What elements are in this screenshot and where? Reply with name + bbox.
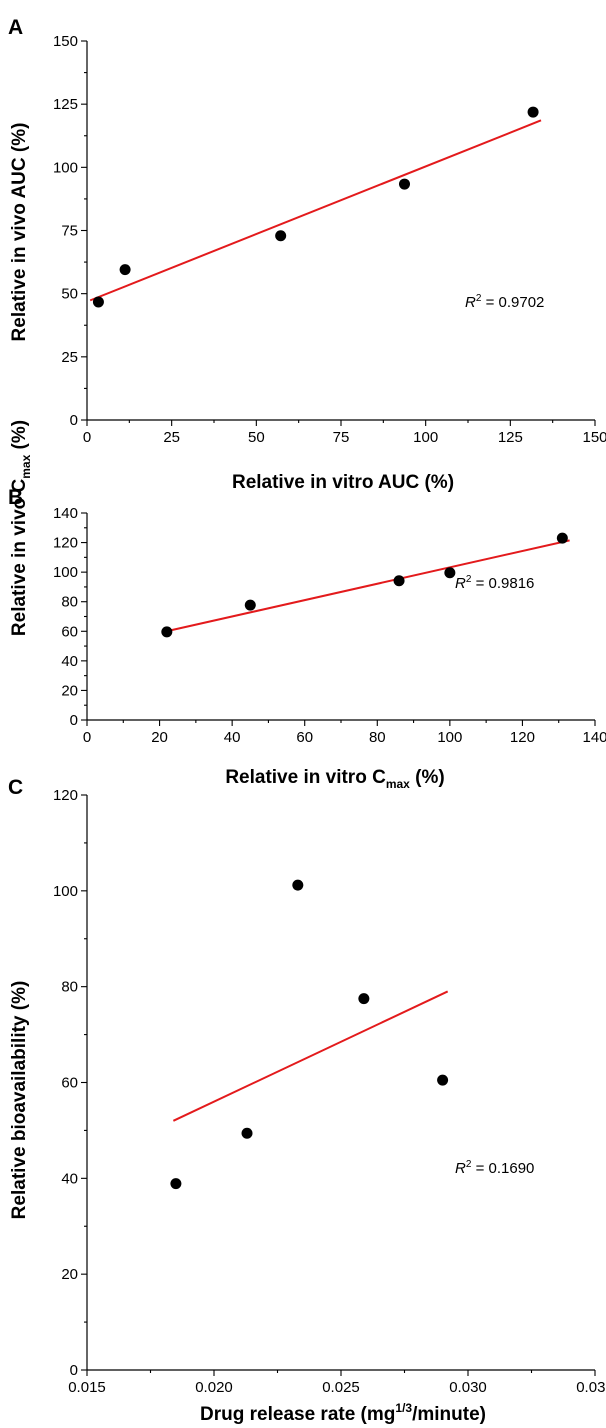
panel-a-x-tick-label: 125 bbox=[498, 429, 523, 446]
panel-b-x-tick-label: 0 bbox=[83, 729, 91, 746]
panel-b-data-point bbox=[393, 575, 405, 587]
panel-a-y-tick-label: 0 bbox=[70, 412, 78, 429]
panel-b-fit-line bbox=[162, 539, 570, 634]
panel-b-y-axis-title: Relative in vivo Cmax (%) bbox=[9, 420, 33, 636]
panel-b-y-tick-label: 0 bbox=[70, 712, 78, 729]
panel-b-y-tick-label: 80 bbox=[61, 594, 78, 611]
panel-b-letter: B bbox=[8, 486, 23, 509]
panel-a-data-point bbox=[527, 106, 539, 118]
panel-b-y-title-main: Relative in vivo C bbox=[9, 478, 30, 636]
panel-a-r-squared: R2 = 0.9702 bbox=[465, 293, 544, 311]
panel-c-data-point bbox=[170, 1178, 182, 1190]
panel-c-x-tick-label: 0.020 bbox=[195, 1379, 233, 1396]
panel-b-x-title-main: Relative in vitro C bbox=[225, 767, 386, 788]
panel-b-y-tick-label: 100 bbox=[53, 564, 78, 581]
panel-b-r-squared: R2 = 0.9816 bbox=[455, 574, 534, 592]
panel-c-data-point bbox=[437, 1074, 449, 1086]
panel-a-y-tick-label: 75 bbox=[61, 223, 78, 240]
panel-b-data-point bbox=[244, 599, 256, 611]
panel-c-y-tick-label: 20 bbox=[61, 1266, 78, 1283]
panel-a-data-point bbox=[399, 178, 410, 190]
panel-a-x-axis-title: Relative in vitro AUC (%) bbox=[232, 472, 454, 493]
panel-c-x-title-tail: /minute) bbox=[412, 1404, 486, 1425]
panel-c-letter: C bbox=[8, 776, 23, 799]
panel-b-y-title-tail: (%) bbox=[9, 420, 30, 455]
panel-a-x-tick-label: 25 bbox=[163, 429, 180, 446]
panel-a-x-tick-label: 100 bbox=[413, 429, 438, 446]
panel-c-r-squared: R2 = 0.1690 bbox=[455, 1159, 534, 1177]
panel-a-x-tick-label: 0 bbox=[83, 429, 91, 446]
panel-c-y-axis-title: Relative bioavailability (%) bbox=[9, 981, 30, 1220]
panel-a-y-axis-title: Relative in vivo AUC (%) bbox=[9, 123, 30, 342]
panel-b-y-tick-label: 140 bbox=[53, 505, 78, 522]
panel-c-y-tick-label: 0 bbox=[70, 1362, 78, 1379]
panel-b-x-tick-label: 40 bbox=[224, 729, 241, 746]
panel-b-x-tick-label: 80 bbox=[369, 729, 386, 746]
panel-a-data-point bbox=[92, 296, 104, 308]
panel-b-data-point bbox=[556, 532, 568, 544]
panel-c-y-tick-label: 60 bbox=[61, 1075, 78, 1092]
panel-a-x-tick-label: 50 bbox=[248, 429, 265, 446]
panel-c-data-point bbox=[292, 879, 304, 891]
panel-c-x-tick-label: 0.030 bbox=[449, 1379, 487, 1396]
panel-c-x-tick-label: 0.035 bbox=[576, 1379, 606, 1396]
panel-c-x-tick-label: 0.015 bbox=[68, 1379, 106, 1396]
panel-a-data-point bbox=[275, 230, 287, 242]
panel-c-y-tick-label: 100 bbox=[53, 883, 78, 900]
plots-layer: 0 25 50 75 100 125 150 0 25 50 75 100 125 150 R2 = 0.9… bbox=[53, 33, 606, 1396]
panel-c-x-title-sup: 1/3 bbox=[395, 1401, 412, 1415]
panel-b-x-axis-title: Relative in vitro Cmax (%) bbox=[225, 767, 444, 791]
panel-a-data-point bbox=[119, 264, 131, 276]
panel-c-y-tick-label: 80 bbox=[61, 979, 78, 996]
panel-a-letter: A bbox=[8, 16, 23, 39]
panel-a-y-tick-label: 100 bbox=[53, 159, 78, 176]
panel-b-x-tick-label: 60 bbox=[296, 729, 313, 746]
panel-a-y-tick-label: 50 bbox=[61, 286, 78, 303]
panel-a-x-tick-label: 150 bbox=[582, 429, 606, 446]
panel-c-data-point bbox=[358, 993, 370, 1005]
panel-b-data-point bbox=[161, 626, 173, 638]
panel-b-y-tick-label: 20 bbox=[61, 682, 78, 699]
panel-b-x-tick-label: 20 bbox=[151, 729, 168, 746]
panel-b-y-tick-label: 60 bbox=[61, 623, 78, 640]
panel-c-x-title-main: Drug release rate (mg bbox=[200, 1404, 395, 1425]
panel-a-y-tick-label: 150 bbox=[53, 33, 78, 50]
panel-b-x-tick-label: 100 bbox=[437, 729, 462, 746]
panel-b-y-title-sub: max bbox=[19, 454, 33, 478]
panel-a-fit-line bbox=[89, 119, 542, 302]
panel-b-x-title-sub: max bbox=[386, 777, 410, 791]
panel-b-y-tick-label: 120 bbox=[53, 535, 78, 552]
panel-c-fit-line bbox=[172, 990, 449, 1122]
panel-b-x-title-tail: (%) bbox=[410, 767, 445, 788]
panel-a-y-tick-label: 125 bbox=[53, 96, 78, 113]
panel-c-data-point bbox=[241, 1127, 253, 1139]
panel-c-y-tick-label: 120 bbox=[53, 787, 78, 804]
panel-a-x-tick-label: 75 bbox=[333, 429, 350, 446]
panel-c-y-tick-label: 40 bbox=[61, 1170, 78, 1187]
panel-b-data-point bbox=[444, 567, 456, 579]
panel-a-y-tick-label: 25 bbox=[61, 349, 78, 366]
panel-b-x-tick-label: 120 bbox=[510, 729, 535, 746]
panel-c-x-tick-label: 0.025 bbox=[322, 1379, 360, 1396]
panel-b-x-tick-label: 140 bbox=[582, 729, 606, 746]
panel-c-x-axis-title: Drug release rate (mg1/3/minute) bbox=[200, 1401, 486, 1425]
panel-b-y-tick-label: 40 bbox=[61, 653, 78, 670]
